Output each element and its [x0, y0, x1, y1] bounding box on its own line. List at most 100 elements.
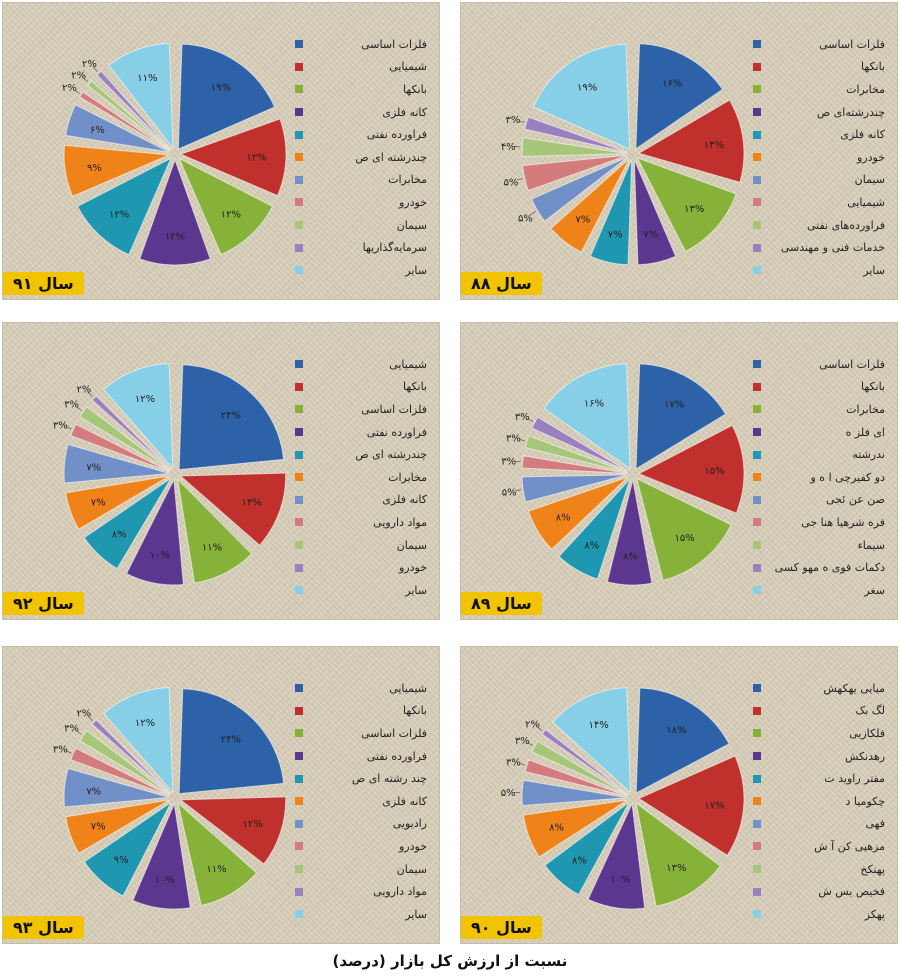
legend-entry: کانه فلزی — [295, 489, 435, 512]
legend-entry: فلزات اساسی — [295, 398, 435, 421]
slice-value-label: ۳% — [515, 412, 530, 423]
legend-label: فره شرهیا هنا جی — [801, 515, 885, 529]
pie-slice — [125, 478, 184, 586]
slice-value-label: ۱۱% — [202, 543, 222, 554]
pie-slice — [65, 475, 170, 530]
slice-value-label: ۲۴% — [221, 411, 241, 422]
pie-slice — [521, 136, 628, 158]
legend-entry: فراورده‌های نفتی — [753, 214, 893, 237]
slice-value-label: ۸% — [572, 856, 587, 867]
slice-value-label: ۱۷% — [664, 400, 684, 411]
leader-line — [514, 460, 521, 463]
legend-entry: سیمان — [295, 214, 435, 237]
legend-label: سیماء — [857, 538, 885, 552]
legend-entry: میایی یهکهش — [753, 677, 893, 700]
pie-slice — [606, 479, 653, 586]
chart-panel-93: ۲۴% ۱۲% ۱۱% ۱۰% ۹% ۷% ۷% ۳% ۳% ۲% ۱۲% شیمیایی بانکها… — [2, 646, 440, 944]
year-badge: سال ۹۲ — [3, 592, 84, 615]
chart-panel-92: ۲۴% ۱۳% ۱۱% ۱۰% ۸% ۷% ۷% ۳% ۳% ۲% ۱۲% شیمیایی بانکها… — [2, 322, 440, 620]
pie-slice — [587, 802, 646, 910]
slice-value-label: ۱۰% — [610, 875, 630, 886]
legend-label: شیمیایی — [847, 195, 885, 209]
leader-line — [93, 67, 98, 72]
year-badge: سال ۹۱ — [3, 272, 84, 295]
legend-swatch — [295, 729, 303, 738]
pie-slice — [543, 363, 631, 470]
pie-slice — [179, 472, 287, 546]
pie-slice — [522, 799, 628, 858]
pie-slice — [70, 423, 170, 473]
slice-value-label: ۳% — [64, 724, 79, 735]
legend-label: فراورده‌های نفتی — [806, 218, 885, 232]
legend-swatch — [753, 175, 761, 184]
legend-entry: فلزات اساسی — [753, 33, 893, 56]
legend-label: فخیص یس ش — [818, 885, 885, 899]
legend-swatch — [295, 405, 303, 414]
slice-value-label: ۱۷% — [704, 800, 724, 811]
legend-entry: سایر — [295, 259, 435, 282]
legend-label: رهدنکش — [844, 749, 885, 763]
slice-value-label: ۷% — [643, 230, 658, 241]
slice-value-label: ۱۲% — [221, 209, 241, 220]
slice-value-label: ۸% — [623, 552, 638, 563]
legend-label: فلزات اساسی — [361, 37, 427, 51]
leader-line — [65, 426, 72, 430]
legend-label: فراورده نفتی — [366, 425, 427, 439]
chart-legend: شیمیایی بانکها فلزات اساسی فراورده نفتی چندر… — [295, 353, 435, 602]
legend-label: فلزات اساسی — [819, 357, 885, 371]
pie-slice — [551, 687, 632, 794]
year-badge: سال ۸۹ — [461, 592, 542, 615]
slice-value-label: ۱۴% — [588, 720, 608, 731]
legend-swatch — [753, 405, 761, 414]
legend-swatch — [753, 450, 761, 459]
legend-swatch — [753, 706, 761, 715]
pie-slice — [177, 43, 276, 150]
legend-label: میایی یهکهش — [823, 681, 885, 695]
legend-label: فلزات اساسی — [361, 402, 427, 416]
legend-entry: چندرشته‌ای ص — [753, 101, 893, 124]
legend-label: سیمان — [854, 173, 885, 187]
slice-value-label: ۲% — [82, 59, 97, 70]
legend-label: شیمیایی — [389, 60, 427, 74]
pie-slice — [178, 688, 285, 795]
slice-value-label: ۱۱% — [206, 864, 226, 875]
slice-value-label: ۵% — [504, 177, 519, 188]
legend-swatch — [295, 752, 303, 761]
pie-slice — [521, 474, 628, 503]
legend-label: مخابرات — [388, 470, 427, 484]
legend-entry: مخابرات — [753, 78, 893, 101]
legend-label: بانکها — [861, 60, 885, 74]
legend-label: صن عن ئجی — [826, 493, 885, 507]
pie-slice — [108, 42, 174, 150]
legend-entry: رادیویی — [295, 813, 435, 836]
legend-entry: کانه فلزی — [295, 101, 435, 124]
legend-swatch — [295, 382, 303, 391]
legend-entry: سغر — [753, 579, 893, 602]
legend-label: چندرشته‌ای ص — [816, 105, 885, 119]
legend-label: سایر — [405, 583, 427, 597]
legend-swatch — [295, 428, 303, 437]
legend-label: خودرو — [398, 195, 427, 209]
legend-label: شیمیایی — [389, 681, 427, 695]
legend-label: کانه فلزی — [382, 794, 427, 808]
pie-slice — [91, 719, 171, 795]
slice-value-label: ۱۸% — [666, 725, 686, 736]
legend-swatch — [295, 541, 303, 550]
slice-value-label: ۷% — [91, 822, 106, 833]
pie-slice — [524, 435, 628, 473]
slice-value-label: ۱۶% — [584, 398, 604, 409]
pie-slice — [83, 477, 172, 570]
legend-label: مخابرات — [388, 173, 427, 187]
leader-line — [527, 418, 534, 422]
legend-entry: چکومیا د — [753, 790, 893, 813]
leader-line — [518, 120, 525, 123]
legend-swatch — [753, 266, 761, 275]
leader-line — [527, 742, 534, 746]
legend-swatch — [295, 774, 303, 783]
chart-legend: فلزات اساسی بانکها مخابرات ای فلز ه ندرشته دو… — [753, 353, 893, 602]
pie-slice — [524, 116, 628, 153]
leader-line — [76, 406, 82, 411]
leader-line — [516, 178, 523, 181]
slice-value-label: ۳% — [501, 456, 516, 467]
legend-label: بانکها — [861, 380, 885, 394]
